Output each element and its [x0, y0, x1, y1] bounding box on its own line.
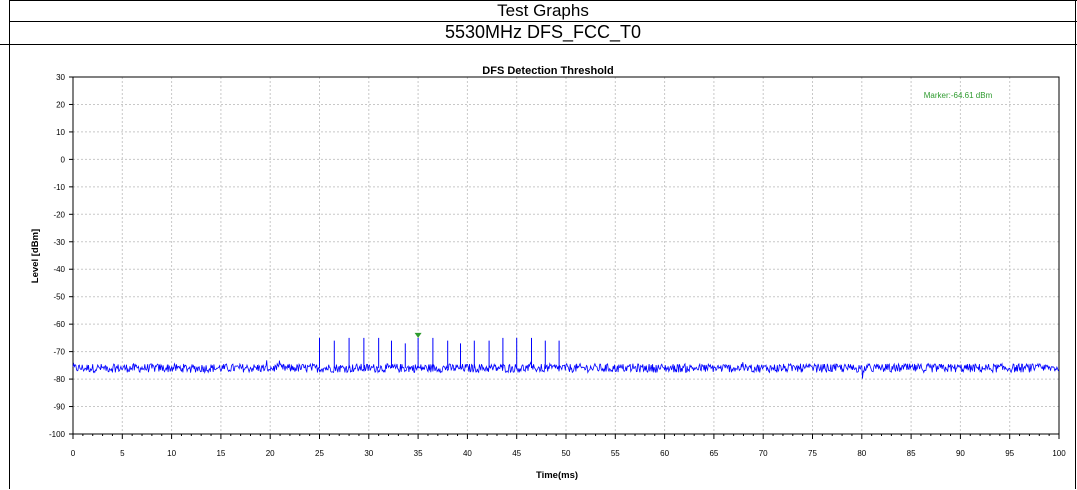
pulses — [319, 337, 560, 369]
y-axis-label: Level [dBm] — [30, 229, 41, 283]
y-tick-label: -70 — [53, 348, 65, 357]
x-tick-label: 20 — [266, 449, 275, 458]
grid — [73, 77, 1059, 434]
y-tick-label: -10 — [53, 183, 65, 192]
x-tick-label: 85 — [907, 449, 916, 458]
x-tick-label: 30 — [364, 449, 373, 458]
graph-caption: 5530MHz DFS_FCC_T0 — [9, 21, 1077, 45]
y-tick-label: 30 — [56, 73, 65, 82]
y-tick-label: 10 — [56, 128, 65, 137]
x-tick-label: 5 — [120, 449, 125, 458]
x-tick-label: 0 — [71, 449, 76, 458]
x-tick-label: 35 — [414, 449, 423, 458]
x-tick-label: 10 — [167, 449, 176, 458]
y-tick-label: -50 — [53, 293, 65, 302]
x-axis-label: Time(ms) — [536, 470, 578, 481]
x-tick-label: 40 — [463, 449, 472, 458]
x-tick-label: 70 — [759, 449, 768, 458]
x-tick-label: 75 — [808, 449, 817, 458]
y-tick-label: -100 — [49, 430, 66, 439]
page-title: Test Graphs — [9, 0, 1077, 22]
marker-readout: Marker:-64.61 dBm — [924, 91, 993, 100]
x-tick-label: 50 — [562, 449, 571, 458]
x-tick-label: 80 — [857, 449, 866, 458]
x-tick-label: 100 — [1052, 449, 1066, 458]
y-tick-label: -40 — [53, 265, 65, 274]
y-tick-label: 0 — [61, 155, 66, 164]
right-tick — [1068, 44, 1077, 45]
trace-line — [72, 360, 1060, 379]
x-tick-label: 15 — [216, 449, 225, 458]
y-tick-label: 20 — [56, 100, 65, 109]
y-tick-label: -30 — [53, 238, 65, 247]
x-axis: 0 5 10 15 20 25 30 35 40 45 50 55 60 65 70 75 80 85 90 95 10… — [71, 434, 1066, 458]
y-axis: 30 20 10 0 -10 -20 -30 -40 -50 -60 -70 -80 -90 -100 — [49, 73, 73, 439]
x-tick-label: 95 — [1005, 449, 1014, 458]
x-tick-label: 90 — [956, 449, 965, 458]
x-tick-label: 60 — [660, 449, 669, 458]
x-tick-label: 55 — [611, 449, 620, 458]
x-tick-label: 45 — [512, 449, 521, 458]
y-tick-label: -80 — [53, 375, 65, 384]
chart-title: DFS Detection Threshold — [482, 65, 613, 77]
x-tick-label: 65 — [709, 449, 718, 458]
x-tick-label: 25 — [315, 449, 324, 458]
y-tick-label: -90 — [53, 403, 65, 412]
y-tick-label: -20 — [53, 210, 65, 219]
y-tick-label: -60 — [53, 320, 65, 329]
table-frame — [9, 0, 1076, 489]
marker-icon — [414, 332, 422, 338]
left-tick — [0, 44, 9, 45]
